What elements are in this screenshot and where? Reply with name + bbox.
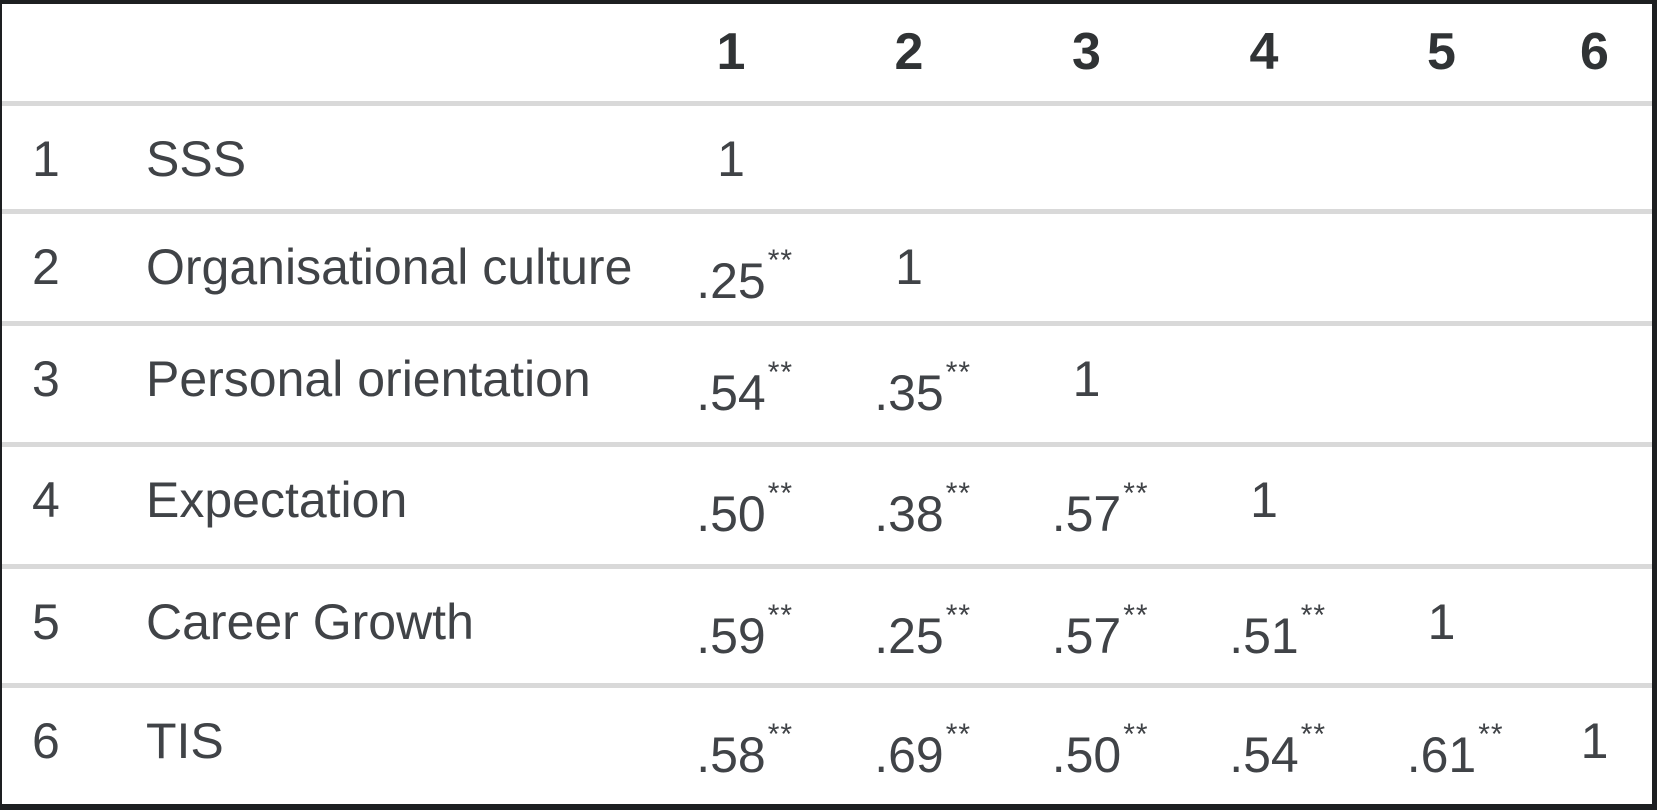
column-header-1: 1 (716, 23, 746, 82)
table-row-career-growth: 5 Career Growth .59 ** .25 ** .57 ** .51 ** … (2, 563, 1652, 685)
significance-stars: ** (767, 598, 794, 632)
empty-cell (1353, 100, 1530, 211)
empty-cell (1530, 208, 1652, 323)
variable-label: SSS (112, 100, 642, 211)
empty-cell (1353, 441, 1530, 566)
correlation-value: .57 ** (998, 563, 1175, 685)
significance-stars: ** (1300, 717, 1327, 751)
diagonal-value: 1 (1175, 441, 1353, 566)
correlation-value: .69 ** (820, 682, 998, 804)
significance-stars: ** (1478, 717, 1504, 751)
table-row-expectation: 4 Expectation .50 ** .38 ** .57 ** 1 (2, 441, 1652, 566)
correlation-value: .51 ** (1175, 563, 1353, 685)
column-header-3: 3 (1072, 23, 1101, 82)
significance-stars: ** (945, 355, 972, 389)
variable-label: Expectation (112, 441, 642, 566)
significance-stars: ** (767, 355, 794, 389)
row-number: 4 (2, 441, 112, 566)
diagonal-value: 1 (1353, 563, 1530, 685)
row-number: 1 (2, 100, 112, 211)
correlation-value: .61 ** (1353, 682, 1530, 804)
row-number: 3 (2, 320, 112, 444)
correlation-value: .25 ** (820, 563, 998, 685)
empty-cell (1530, 320, 1652, 444)
correlation-value: .59 ** (642, 563, 820, 685)
empty-cell (1353, 208, 1530, 323)
row-number: 5 (2, 563, 112, 685)
empty-cell (998, 100, 1175, 211)
column-header-4: 4 (1249, 23, 1279, 82)
variable-label: TIS (112, 682, 642, 804)
empty-cell (1530, 563, 1652, 685)
correlation-value: .54 ** (1175, 682, 1353, 804)
header-corner-empty (2, 4, 112, 103)
variable-label: Personal orientation (112, 320, 642, 444)
correlation-value: .50 ** (998, 682, 1175, 804)
significance-stars: ** (945, 717, 972, 751)
header-label-empty (112, 4, 642, 103)
diagonal-value: 1 (998, 320, 1175, 444)
correlation-value: .54 ** (642, 320, 820, 444)
significance-stars: ** (945, 476, 972, 510)
header-row: 1 2 3 4 5 6 (2, 4, 1652, 103)
empty-cell (1353, 320, 1530, 444)
diagonal-value: 1 (1530, 682, 1652, 804)
empty-cell (1530, 100, 1652, 211)
variable-label: Organisational culture (112, 208, 642, 323)
correlation-value: .25 ** (642, 208, 820, 323)
empty-cell (1175, 100, 1353, 211)
column-header-5: 5 (1427, 23, 1456, 82)
significance-stars: ** (1300, 598, 1327, 632)
correlation-table: 1 2 3 4 5 6 1 SSS 1 2 Organisational (2, 4, 1652, 804)
correlation-value: .50 ** (642, 441, 820, 566)
row-number: 6 (2, 682, 112, 804)
table-row-organisational-culture: 2 Organisational culture .25 ** 1 (2, 208, 1652, 323)
empty-cell (820, 100, 998, 211)
significance-stars: ** (1123, 717, 1149, 751)
correlation-value: .38 ** (820, 441, 998, 566)
diagonal-value: 1 (820, 208, 998, 323)
table-row-sss: 1 SSS 1 (2, 100, 1652, 211)
significance-stars: ** (767, 717, 794, 751)
table-row-tis: 6 TIS .58 ** .69 ** .50 ** .54 ** .61 ** 1 (2, 682, 1652, 804)
empty-cell (1175, 320, 1353, 444)
correlation-value: .57 ** (998, 441, 1175, 566)
significance-stars: ** (1123, 598, 1149, 632)
correlation-value: .35 ** (820, 320, 998, 444)
variable-label: Career Growth (112, 563, 642, 685)
significance-stars: ** (767, 476, 794, 510)
significance-stars: ** (1123, 476, 1149, 510)
row-number: 2 (2, 208, 112, 323)
significance-stars: ** (767, 243, 794, 277)
column-header-2: 2 (894, 23, 924, 82)
empty-cell (1530, 441, 1652, 566)
table-row-personal-orientation: 3 Personal orientation .54 ** .35 ** 1 (2, 320, 1652, 444)
correlation-value: .58 ** (642, 682, 820, 804)
significance-stars: ** (945, 598, 972, 632)
empty-cell (1175, 208, 1353, 323)
diagonal-value: 1 (642, 100, 820, 211)
column-header-6: 6 (1580, 23, 1609, 82)
empty-cell (998, 208, 1175, 323)
